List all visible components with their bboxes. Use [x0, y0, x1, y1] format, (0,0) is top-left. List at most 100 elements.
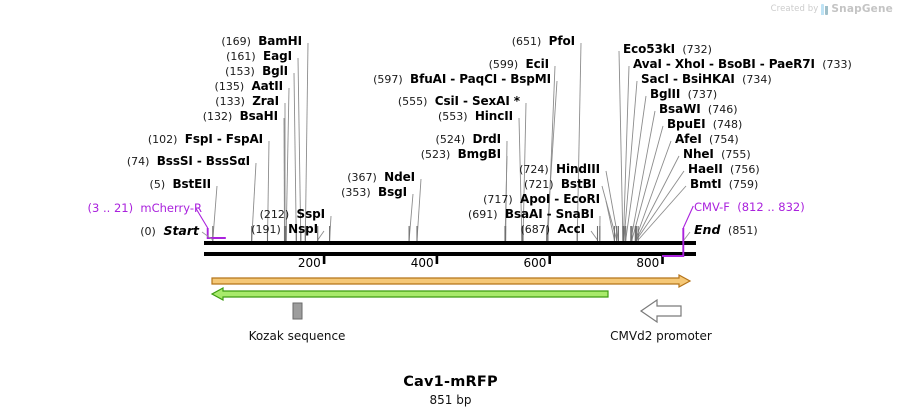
leader-line-right-8 [636, 170, 685, 241]
ruler-tick-800 [661, 256, 664, 264]
leader-line-mid-10 [601, 185, 618, 241]
enzyme-name: BmtI [690, 177, 722, 191]
enzyme-position: (748) [712, 118, 743, 131]
enzyme-position: (755) [721, 148, 751, 161]
enzyme-name: BglI [262, 64, 288, 78]
enzyme-name: EciI [525, 57, 550, 71]
enzyme-name: BglII [650, 87, 681, 101]
leader-line-right-6 [634, 140, 672, 241]
enzyme-label-fspi[interactable]: (102) FspI - FspAI [0, 133, 263, 146]
enzyme-name: ApoI - EcoRI [520, 192, 600, 206]
sequence-ruler-baseline [204, 252, 696, 256]
enzyme-label-bfuai[interactable]: (597) BfuAI - PaqCI - BspMI [0, 73, 551, 86]
end-leader-line [683, 231, 691, 241]
enzyme-label-bstbi[interactable]: (721) BstBI [0, 178, 596, 191]
enzyme-name: HaeII [688, 162, 723, 176]
enzyme-position: (161) [226, 50, 256, 63]
enzyme-label-bpuei[interactable]: BpuEI (748) [667, 118, 742, 131]
enzyme-label-bgli[interactable]: (153) BglI [0, 65, 288, 78]
feature-caption-kozak-sequence[interactable]: Kozak sequence [248, 329, 346, 343]
enzyme-position: (737) [687, 88, 718, 101]
ruler-tick-600 [548, 256, 551, 264]
enzyme-label-hincii[interactable]: (553) HincII [0, 110, 513, 123]
enzyme-position: (691) [468, 208, 498, 221]
leader-line-right-1 [622, 65, 630, 241]
enzyme-name: HindIII [556, 162, 600, 176]
feature-caption-cmvd2-promoter[interactable]: CMVd2 promoter [610, 329, 712, 343]
enzyme-label-avai[interactable]: AvaI - XhoI - BsoBI - PaeR7I (733) [633, 58, 852, 71]
enzyme-label-bmti[interactable]: BmtI (759) [690, 178, 758, 191]
enzyme-name: AvaI - XhoI - BsoBI - PaeR7I [633, 57, 815, 71]
enzyme-name: NdeI [384, 170, 415, 184]
enzyme-name: BpuEI [667, 117, 706, 131]
enzyme-label-bsahi[interactable]: (132) BsaHI [0, 110, 278, 123]
enzyme-name: FspI - FspAI [184, 132, 263, 146]
leader-line-right-2 [623, 80, 638, 241]
enzyme-position: (353) [341, 186, 371, 199]
enzyme-label-apoi[interactable]: (717) ApoI - EcoRI [0, 193, 600, 206]
enzyme-name: Eco53kI [623, 42, 675, 56]
snapgene-watermark: Created by SnapGene [771, 3, 893, 15]
enzyme-label-nspi[interactable]: (191) NspI [0, 223, 318, 236]
terminus-label-end[interactable]: End (851) [694, 222, 758, 237]
enzyme-label-nhei[interactable]: NheI (755) [683, 148, 751, 161]
enzyme-name: PfoI [548, 34, 575, 48]
enzyme-name: NheI [683, 147, 714, 161]
enzyme-name: DrdI [472, 132, 501, 146]
leader-line-right-0 [618, 50, 624, 241]
ruler-tick-label-200: 200 [297, 256, 321, 270]
enzyme-label-afei[interactable]: AfeI (754) [675, 133, 739, 146]
enzyme-label-bsawi[interactable]: BsaWI (746) [659, 103, 738, 116]
enzyme-label-drdi[interactable]: (524) DrdI [0, 132, 502, 146]
enzyme-position: (523) [420, 148, 451, 161]
enzyme-name: BstEII [172, 177, 211, 191]
enzyme-label-eagi[interactable]: (161) EagI [0, 50, 292, 63]
enzyme-label-saci[interactable]: SacI - BsiHKAI (734) [641, 73, 772, 86]
enzyme-position: (5) [149, 178, 166, 191]
ruler-tick-label-600: 600 [523, 256, 547, 270]
sequence-backbone-top [204, 241, 696, 245]
leader-line-right-3 [625, 95, 647, 241]
arrow-body [211, 273, 692, 289]
primer-label-mcherry-r[interactable]: (3 .. 21) mCherry-R [0, 201, 202, 215]
snapgene-logo-icon [821, 3, 828, 15]
enzyme-label-sspi[interactable]: (212) SspI [0, 208, 325, 221]
enzyme-position: (754) [709, 133, 739, 146]
primer-name: CMV-F [694, 200, 730, 214]
enzyme-label-hindiii[interactable]: (724) HindIII [0, 163, 600, 176]
enzyme-label-aatii[interactable]: (135) AatII [0, 80, 284, 93]
enzyme-position: (734) [742, 73, 772, 86]
enzyme-label-bsgi[interactable]: (353) BsgI [0, 186, 407, 199]
enzyme-position: (651) [511, 35, 542, 48]
leader-line-right-5 [631, 125, 664, 241]
enzyme-position: (135) [214, 80, 245, 93]
ruler-tick-label-400: 400 [410, 256, 434, 270]
watermark-created-by-label: Created by [770, 4, 819, 14]
watermark-brand-label: SnapGene [831, 3, 893, 15]
enzyme-position: (191) [251, 223, 281, 236]
enzyme-label-csii[interactable]: (555) CsiI - SexAI * [0, 95, 520, 108]
enzyme-position: (367) [347, 171, 377, 184]
enzyme-label-bsaai[interactable]: (691) BsaAI - SnaBI [0, 208, 594, 221]
enzyme-label-haeii[interactable]: HaeII (756) [688, 163, 760, 176]
enzyme-position: (524) [435, 133, 466, 146]
enzyme-label-bglii[interactable]: BglII (737) [650, 88, 717, 101]
primer-label-cmv-f[interactable]: CMV-F (812 .. 832) [694, 200, 805, 214]
leader-line-mid-13 [590, 230, 598, 241]
enzyme-position: (756) [730, 163, 760, 176]
enzyme-position: (687) [520, 223, 551, 236]
enzyme-label-bsssi[interactable]: (74) BssSI - BssSαI [0, 155, 250, 168]
enzyme-label-bamhi[interactable]: (169) BamHI [0, 35, 302, 48]
enzyme-label-bmgbi[interactable]: (523) BmgBI [0, 148, 501, 161]
enzyme-label-ndei[interactable]: (367) NdeI [0, 171, 415, 184]
terminus-label-start[interactable]: (0) Start [0, 223, 199, 238]
enzyme-label-bsteii[interactable]: (5) BstEII [0, 177, 212, 191]
enzyme-label-acci[interactable]: (687) AccI [0, 223, 586, 236]
ruler-tick-400 [435, 256, 439, 264]
enzyme-label-zrai[interactable]: (133) ZraI [0, 95, 279, 108]
enzyme-name: ZraI [252, 94, 279, 108]
enzyme-label-ecii[interactable]: (599) EciI [0, 57, 550, 71]
enzyme-label-pfoi[interactable]: (651) PfoI [0, 35, 575, 48]
enzyme-label-eco53ki[interactable]: Eco53kI (732) [623, 43, 712, 56]
